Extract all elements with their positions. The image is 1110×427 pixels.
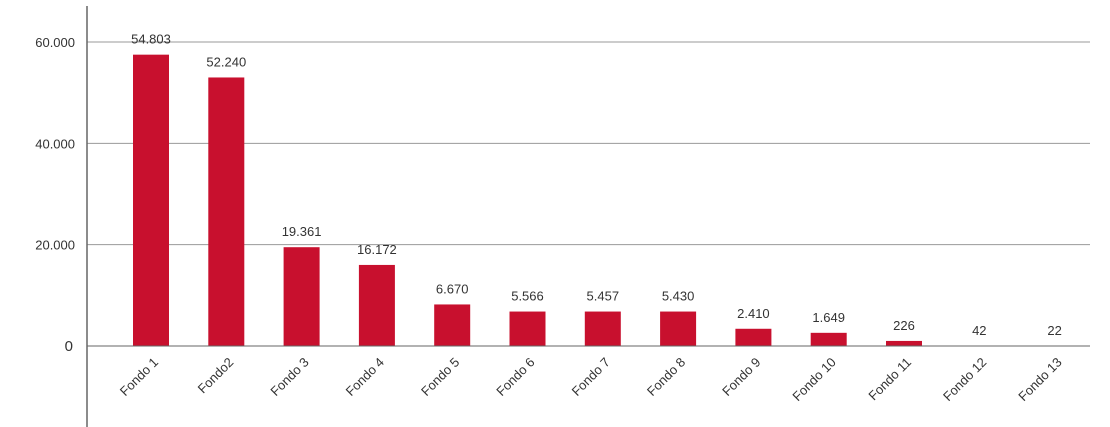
bar: [810, 332, 847, 346]
bars: [133, 54, 922, 347]
bar: [434, 304, 471, 346]
x-tick-label: Fondo 1: [117, 355, 161, 399]
x-tick-label: Fondo 7: [569, 355, 613, 399]
bar: [735, 328, 772, 346]
bar: [584, 311, 621, 346]
x-tick-label: Fondo 6: [493, 355, 537, 399]
data-label: 54.803: [131, 32, 171, 47]
data-label: 19.361: [282, 224, 322, 239]
data-label: 2.410: [737, 306, 770, 321]
x-tick-label: Fondo 13: [1015, 355, 1064, 404]
x-tick-label: Fondo 9: [719, 355, 763, 399]
y-tick-label: 40.000: [35, 136, 75, 151]
bar: [886, 340, 922, 346]
data-label: 52.240: [206, 54, 246, 69]
y-tick-label: 60.000: [35, 35, 75, 50]
labels: 0 20.000 40.000 60.000 54.803 Fondo 1 52.240 Fo…: [35, 32, 1064, 404]
y-tick-label: 0: [65, 338, 73, 355]
data-label: 22: [1047, 323, 1061, 338]
gridlines: [87, 41, 1090, 246]
bar: [208, 77, 245, 346]
data-label: 5.457: [587, 289, 620, 304]
data-label: 16.172: [357, 242, 397, 257]
bar: [509, 311, 546, 346]
data-label: 226: [893, 318, 915, 333]
x-tick-label: Fondo 5: [418, 355, 462, 399]
data-label: 5.430: [662, 289, 695, 304]
axes: [86, 6, 1090, 427]
data-label: 6.670: [436, 281, 469, 296]
x-tick-label: Fondo 11: [865, 355, 914, 404]
bar: [133, 54, 169, 347]
bar: [358, 264, 395, 346]
data-label: 5.566: [511, 289, 544, 304]
x-tick-label: Fondo 3: [267, 355, 311, 399]
y-tick-label: 20.000: [35, 238, 75, 253]
bar: [660, 311, 697, 346]
x-tick-label: Fondo2: [195, 355, 237, 397]
data-label: 1.649: [812, 310, 845, 325]
bar: [283, 247, 320, 346]
x-tick-label: Fondo 10: [789, 355, 838, 404]
x-tick-label: Fondo 4: [343, 355, 387, 399]
x-tick-label: Fondo 12: [940, 355, 989, 404]
x-tick-label: Fondo 8: [644, 355, 688, 399]
data-label: 42: [972, 323, 986, 338]
